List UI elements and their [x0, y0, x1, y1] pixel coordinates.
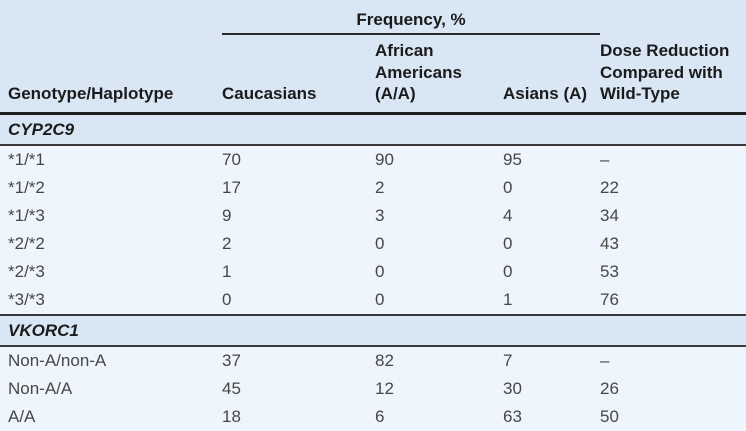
genotype-cell: *1/*1: [0, 145, 222, 174]
value-cell: 22: [600, 174, 746, 202]
value-cell: 45: [222, 375, 375, 403]
value-cell: 9: [222, 202, 375, 230]
value-cell: 50: [600, 403, 746, 431]
genotype-cell: *1/*2: [0, 174, 222, 202]
value-cell: 30: [503, 375, 600, 403]
value-cell: 0: [503, 174, 600, 202]
value-cell: 1: [222, 258, 375, 286]
value-cell: 2: [375, 174, 503, 202]
genotype-cell: *2/*2: [0, 230, 222, 258]
value-cell: 2: [222, 230, 375, 258]
value-cell: 70: [222, 145, 375, 174]
value-cell: 6: [375, 403, 503, 431]
spanner-row: Frequency, %: [0, 0, 746, 34]
genotype-cell: Non-A/A: [0, 375, 222, 403]
section-row: CYP2C9: [0, 114, 746, 146]
genotype-cell: *3/*3: [0, 286, 222, 315]
page: { "page": { "background": "#d9e7f5" }, "…: [0, 0, 746, 415]
value-cell: 3: [375, 202, 503, 230]
value-cell: 0: [375, 258, 503, 286]
value-cell: 34: [600, 202, 746, 230]
value-cell: 0: [503, 258, 600, 286]
col-header-dose-reduction: Dose Reduction Compared with Wild-Type: [600, 34, 746, 114]
value-cell: 0: [503, 230, 600, 258]
value-cell: 7: [503, 346, 600, 375]
col-header-asians: Asians (A): [503, 34, 600, 114]
value-cell: 12: [375, 375, 503, 403]
value-cell: 18: [222, 403, 375, 431]
value-cell: 82: [375, 346, 503, 375]
value-cell: –: [600, 145, 746, 174]
frequency-spanner-label: Frequency, %: [222, 0, 600, 34]
genotype-cell: A/A: [0, 403, 222, 431]
value-cell: 37: [222, 346, 375, 375]
value-cell: 90: [375, 145, 503, 174]
section-row: VKORC1: [0, 315, 746, 346]
value-cell: 0: [375, 286, 503, 315]
value-cell: 76: [600, 286, 746, 315]
value-cell: 1: [503, 286, 600, 315]
value-cell: 4: [503, 202, 600, 230]
section-label: CYP2C9: [0, 114, 746, 146]
genotype-cell: Non-A/non-A: [0, 346, 222, 375]
header-row: Genotype/Haplotype Caucasians African Am…: [0, 34, 746, 114]
section-label: VKORC1: [0, 315, 746, 346]
value-cell: 63: [503, 403, 600, 431]
genotype-cell: *1/*3: [0, 202, 222, 230]
value-cell: 0: [222, 286, 375, 315]
value-cell: 95: [503, 145, 600, 174]
value-cell: 0: [375, 230, 503, 258]
value-cell: 17: [222, 174, 375, 202]
value-cell: 53: [600, 258, 746, 286]
col-header-genotype: Genotype/Haplotype: [0, 34, 222, 114]
value-cell: –: [600, 346, 746, 375]
value-cell: 43: [600, 230, 746, 258]
value-cell: 26: [600, 375, 746, 403]
genotype-cell: *2/*3: [0, 258, 222, 286]
col-header-caucasians: Caucasians: [222, 34, 375, 114]
col-header-african-americans: African Americans (A/A): [375, 34, 503, 114]
spacer-cell: [600, 0, 746, 34]
spacer-cell: [0, 0, 222, 34]
